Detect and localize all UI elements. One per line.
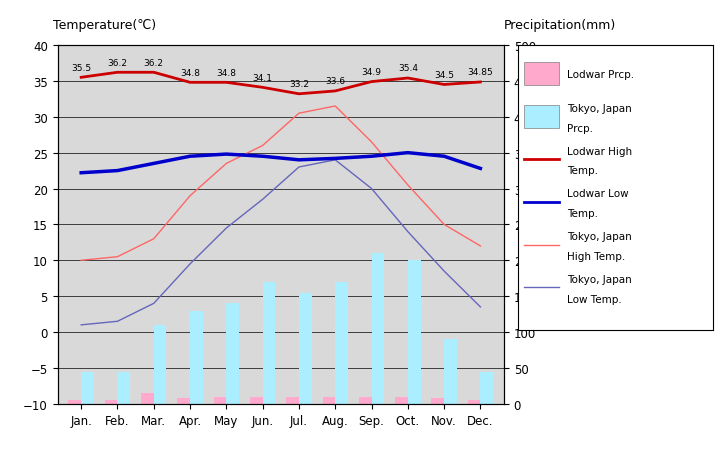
Text: Tokyo, Japan: Tokyo, Japan <box>567 104 631 113</box>
Text: High Temp.: High Temp. <box>567 252 625 262</box>
Bar <box>141 393 154 404</box>
Bar <box>214 397 226 404</box>
Text: 34.8: 34.8 <box>180 68 200 78</box>
Text: Prcp.: Prcp. <box>567 123 593 134</box>
Text: 34.8: 34.8 <box>217 68 236 78</box>
Bar <box>444 340 456 404</box>
Text: 35.4: 35.4 <box>398 64 418 73</box>
Bar <box>250 397 263 404</box>
Text: 34.5: 34.5 <box>434 71 454 80</box>
Bar <box>524 106 559 129</box>
Bar <box>117 372 130 404</box>
Text: 36.2: 36.2 <box>144 59 163 67</box>
Text: Temperature(℃): Temperature(℃) <box>53 19 156 32</box>
Bar <box>105 400 117 404</box>
Text: 34.9: 34.9 <box>361 68 382 77</box>
Text: Precipitation(mm): Precipitation(mm) <box>504 19 616 32</box>
Text: Lodwar High: Lodwar High <box>567 146 632 156</box>
Text: Temp.: Temp. <box>567 209 598 219</box>
Bar <box>395 397 408 404</box>
Text: Lodwar Prcp.: Lodwar Prcp. <box>567 69 634 79</box>
Bar <box>431 398 444 404</box>
Bar <box>480 372 493 404</box>
Text: 33.6: 33.6 <box>325 77 346 86</box>
Text: Low Temp.: Low Temp. <box>567 294 622 304</box>
Text: Lodwar Low: Lodwar Low <box>567 189 629 199</box>
Bar <box>359 397 372 404</box>
Bar <box>408 261 420 404</box>
Bar <box>226 304 239 404</box>
Text: Tokyo, Japan: Tokyo, Japan <box>567 274 631 284</box>
Text: 34.85: 34.85 <box>467 68 493 77</box>
Text: Tokyo, Japan: Tokyo, Japan <box>567 232 631 241</box>
Bar <box>323 397 336 404</box>
Bar <box>190 311 203 404</box>
Bar <box>263 282 275 404</box>
Bar <box>81 372 94 404</box>
Bar <box>177 398 190 404</box>
Text: 33.2: 33.2 <box>289 80 309 89</box>
Bar <box>287 397 299 404</box>
Text: 36.2: 36.2 <box>107 59 127 67</box>
Bar <box>524 63 559 86</box>
Bar <box>68 400 81 404</box>
Bar <box>336 282 348 404</box>
Bar <box>154 325 166 404</box>
Text: 34.1: 34.1 <box>253 73 273 83</box>
Bar <box>299 293 312 404</box>
Bar <box>468 400 480 404</box>
Bar <box>372 253 384 404</box>
Text: 35.5: 35.5 <box>71 64 91 73</box>
Text: Temp.: Temp. <box>567 166 598 176</box>
